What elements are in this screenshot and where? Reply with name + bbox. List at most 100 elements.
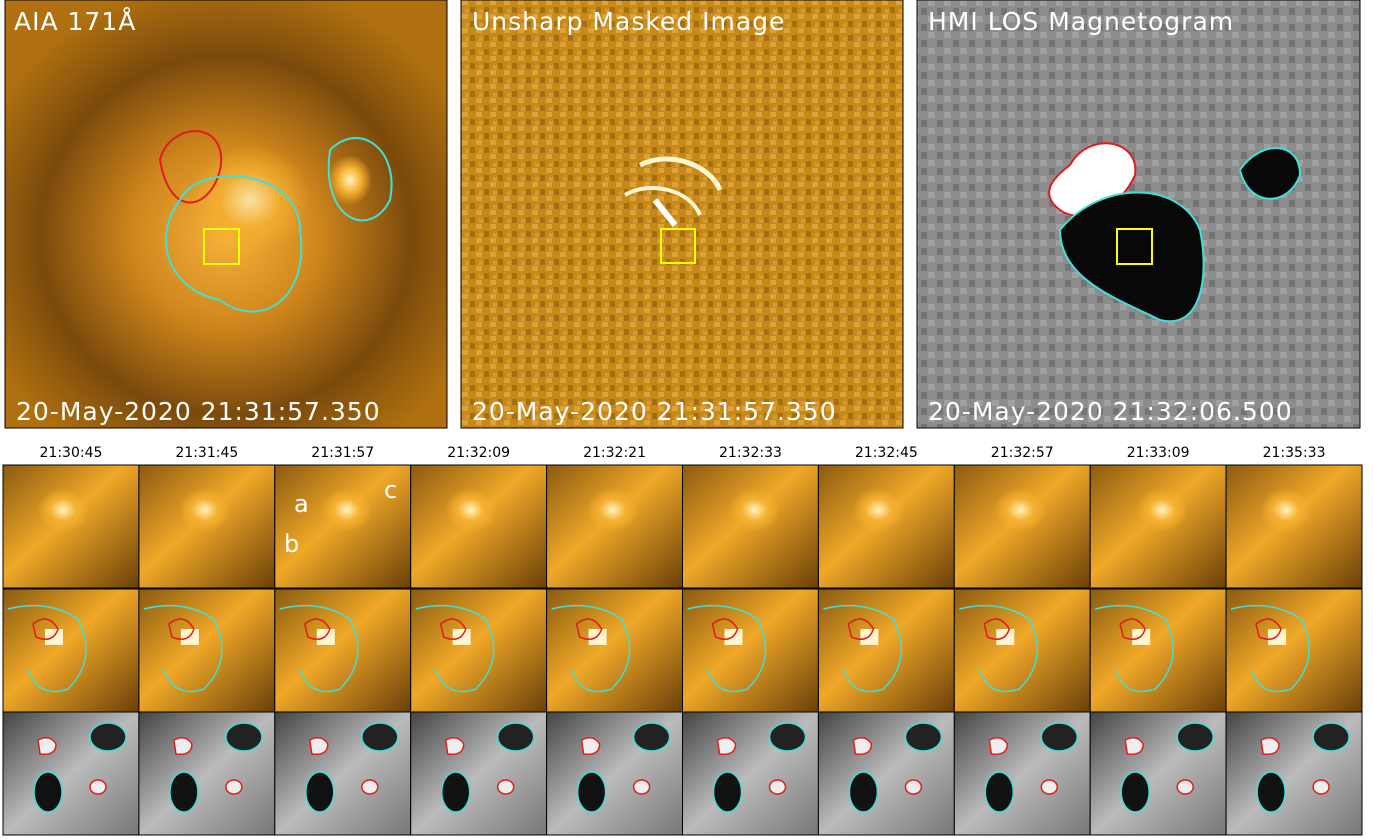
loop [638,156,723,192]
aia-cell [274,588,412,713]
feature-label: b [284,530,299,558]
column-time: 21:35:33 [1263,445,1326,461]
panel-title: HMI LOS Magnetogram [928,7,1234,36]
panel-title: AIA 171Å [14,7,136,36]
bright-pixel [316,629,335,645]
contour [32,618,59,640]
contour [575,618,603,640]
aia-cell [817,464,955,589]
contour [173,737,193,756]
hmi-panel: HMI LOS Magnetogram 20-May-2020 21:32:06… [916,0,1361,429]
brightening [586,488,639,532]
bright-pixel [588,629,607,645]
brightening [994,488,1047,532]
contour [1260,737,1280,756]
column-time: 21:30:45 [40,445,103,461]
positive-patch [1312,779,1330,795]
bright-pixel [996,629,1015,645]
contour [1095,604,1174,693]
negative-patch [848,771,879,813]
positive-patch [1176,779,1194,795]
aia-cell [2,588,140,713]
aia-cell [1225,588,1363,713]
positive-patch [904,779,923,795]
zoom-box [1116,228,1153,265]
panel-timestamp: 20-May-2020 21:32:06.500 [928,397,1293,426]
column-time: 21:32:33 [719,445,782,461]
column-time: 21:31:45 [175,445,238,461]
column-time: 21:32:09 [447,445,510,461]
negative-patch [712,771,743,813]
negative-patch [225,722,263,752]
contour [279,604,359,693]
contour [823,604,903,693]
panel-timestamp: 20-May-2020 21:31:57.350 [16,397,381,426]
bright-pixel [724,629,743,645]
contour [551,604,631,693]
negative-patch [440,771,471,813]
negative-patch [632,722,671,752]
contour [444,737,465,756]
brightening [1136,488,1189,532]
negative-patch [496,722,535,752]
contour [1230,604,1310,693]
positive-patch [225,779,243,795]
negative-patch [305,771,335,813]
negative-polarity [1238,147,1302,200]
bright-pixel [452,629,471,645]
contour [847,618,875,640]
column-time: 21:32:45 [855,445,918,461]
zoom-box [203,228,240,265]
brightening [178,488,231,532]
negative-patch [33,771,63,813]
contour [168,618,195,640]
bright-region [328,155,372,205]
bright-pixel [1132,629,1151,645]
panel-timestamp: 20-May-2020 21:31:57.350 [472,397,837,426]
contour [1255,618,1282,640]
bright-pixel [1268,629,1287,645]
aia-cell [1089,588,1227,713]
aia-cell [817,588,955,713]
bright-pixel [45,629,63,645]
aia-cell [138,588,276,713]
aia-cell [953,588,1091,713]
aia-cell [410,588,548,713]
contour [7,604,87,693]
negative-patch [984,771,1015,813]
brightening [37,488,89,532]
brightening [444,488,497,532]
loop [652,198,678,227]
contour [687,604,767,693]
contour [308,737,329,756]
contour [303,618,331,640]
contour [580,737,601,756]
negative-patch [1120,771,1150,813]
panel-title: Unsharp Masked Image [472,7,785,36]
contour [164,175,303,313]
positive-patch [768,779,787,795]
column-time: 21:31:57 [311,445,374,461]
contour [711,618,739,640]
negative-patch [904,722,943,752]
column-time: 21:32:57 [991,445,1054,461]
bright-region [190,145,310,255]
negative-patch [1176,722,1214,752]
contour [327,137,393,222]
loop [623,185,702,216]
bright-pixel [180,629,199,645]
positive-patch [1040,779,1059,795]
aia-panel: AIA 171Å 20-May-2020 21:31:57.350 [4,0,448,429]
contour [1124,737,1144,756]
bright-pixel [860,629,879,645]
feature-label: c [384,476,397,504]
positive-patch [89,779,107,795]
time-series: 21:30:45 21:31:45 21:31:57 21:32:09 21:32:21… [2,445,1363,836]
negative-patch [1312,722,1350,752]
contour [983,618,1011,640]
brightening [1260,488,1313,532]
contour [439,618,467,640]
zoom-box [660,228,696,264]
positive-patch [361,779,379,795]
contour [852,737,873,756]
